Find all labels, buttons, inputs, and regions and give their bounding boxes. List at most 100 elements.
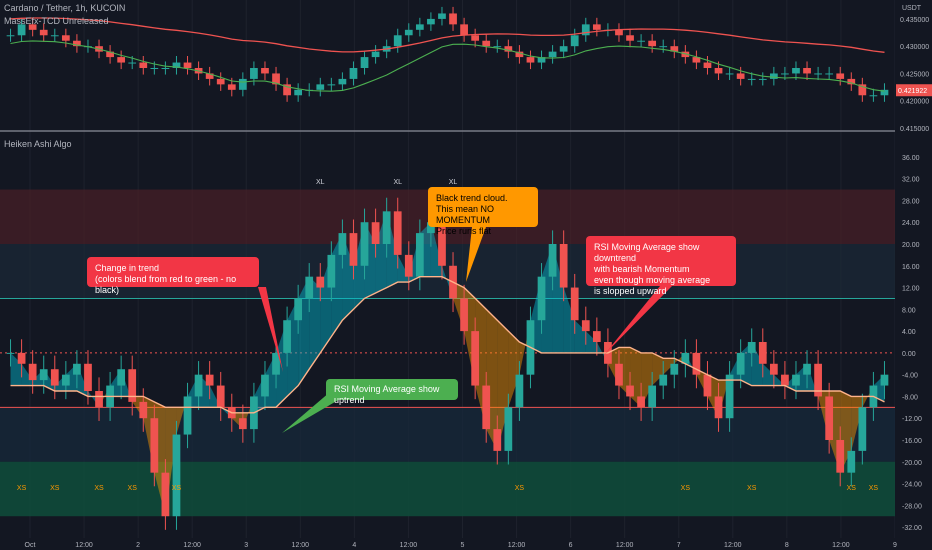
price-candle (39, 29, 48, 36)
trend-cloud-segment (508, 331, 520, 408)
oscillator-candle (283, 320, 291, 353)
callout-downtrend-pointer (604, 286, 672, 355)
trend-cloud-segment (762, 363, 774, 386)
oscillator-candle (338, 233, 347, 255)
oscillator-axis[interactable]: 36.00 32.00 28.00 24.00 20.00 16.00 12.00 8.00 4… (895, 131, 932, 541)
price-pane[interactable] (6, 6, 889, 102)
xs-signal: XS (747, 485, 757, 492)
price-candle (670, 46, 679, 52)
price-candle (261, 68, 269, 74)
oscillator-candle (261, 374, 269, 397)
oscillator-candle (73, 363, 81, 375)
oscillator-candle (17, 352, 26, 364)
oscillator-candle (382, 211, 391, 244)
price-candle (294, 89, 303, 96)
oscillator-axis-tick: -16.00 (902, 438, 922, 445)
oscillator-candle (725, 374, 734, 419)
oscillator-candle (570, 287, 579, 321)
callout-trend-change-pointer (258, 287, 283, 372)
time-axis[interactable]: Oct 12:00 2 12:00 3 12:00 4 12:00 5 12:00 6 12:00 7 1… (0, 538, 932, 550)
oscillator-candle (515, 374, 524, 408)
callout-downtrend: RSI Moving Average show downtrend with b… (586, 236, 736, 296)
oscillator-candle (792, 374, 800, 386)
trend-cloud-segment (309, 276, 321, 370)
price-candle (460, 24, 468, 36)
oscillator-candle (28, 363, 37, 381)
time-axis-tick: 8 (785, 542, 789, 549)
price-candle (360, 57, 369, 68)
oscillator-candle (415, 233, 424, 277)
oscillator-candle (814, 363, 822, 397)
oscillator-axis-tick: 4.00 (902, 329, 916, 336)
oscillator-candle (858, 407, 867, 451)
price-candle (836, 73, 845, 79)
oscillator-candle (670, 363, 679, 375)
callout-uptrend-pointer (282, 392, 340, 433)
price-candle (559, 46, 568, 52)
price-candle (283, 84, 291, 96)
oscillator-candle (703, 374, 712, 397)
signal-markers: XL XL XL XS XS XS XS XS XS XS XS XS XS (17, 179, 878, 492)
price-candle (592, 24, 601, 30)
oscillator-candle (183, 396, 192, 435)
oscillator-candle (493, 429, 502, 451)
time-axis-tick: 12:00 (400, 542, 418, 549)
price-moving-average-red (10, 17, 885, 53)
time-axis-background (0, 538, 932, 550)
price-candle (327, 84, 336, 86)
oscillator-candle (349, 233, 358, 266)
oscillator-axis-tick: -32.00 (902, 525, 922, 532)
time-axis-tick: 12:00 (724, 542, 742, 549)
trend-cloud-segment (563, 287, 575, 353)
price-axis-background (895, 0, 932, 131)
oscillator-candle (327, 254, 336, 288)
oscillator-candle (39, 369, 48, 381)
price-candle (880, 89, 889, 96)
oscillator-candle (150, 418, 159, 473)
price-candle (238, 78, 247, 90)
trend-cloud-segment (685, 352, 697, 375)
price-candle (714, 68, 723, 74)
price-candle (648, 40, 657, 47)
price-candle (803, 68, 811, 74)
oscillator-axis-tick: 24.00 (902, 220, 920, 227)
price-candle (781, 73, 789, 75)
price-candle (161, 68, 170, 69)
oscillator-candle (371, 222, 380, 244)
price-candle (758, 78, 767, 80)
price-candle (526, 57, 535, 63)
time-axis-tick: 12:00 (832, 542, 850, 549)
price-candle (659, 46, 668, 48)
oscillator-candle (172, 434, 181, 517)
price-axis-currency: USDT (902, 5, 922, 12)
oscillator-pane[interactable] (6, 197, 889, 530)
oscillator-candle (460, 298, 468, 332)
oscillator-candle (360, 222, 369, 266)
oscillator-candle (559, 244, 568, 288)
price-candle (50, 35, 59, 37)
time-axis-tick: 9 (893, 542, 897, 549)
price-candle (814, 73, 822, 75)
price-candle (736, 73, 745, 79)
oscillator-axis-tick: 0.00 (902, 351, 916, 358)
oscillator-axis-tick: -12.00 (902, 416, 922, 423)
oscillator-candle (194, 374, 203, 397)
xs-signal: XS (172, 485, 182, 492)
price-candle (6, 35, 15, 37)
oscillator-candle (692, 352, 701, 375)
oversold-zone (0, 461, 895, 517)
trend-cloud-segment (652, 352, 664, 386)
price-candle (858, 84, 867, 96)
price-axis[interactable]: USDT 0.435000 0.430000 0.425000 0.420000 0.41… (895, 0, 932, 133)
oscillator-candle (659, 374, 668, 386)
price-axis-tick: 0.430000 (900, 44, 929, 51)
indicator-legend: MassEfx-TCD Unreleased (4, 16, 109, 26)
oscillator-axis-tick: 36.00 (902, 155, 920, 162)
oscillator-candle (95, 391, 103, 408)
price-candle (747, 78, 756, 80)
time-axis-tick: 3 (244, 542, 248, 549)
price-candle (438, 13, 446, 19)
price-candle (316, 84, 325, 90)
price-axis-tick: 0.415000 (900, 126, 929, 133)
